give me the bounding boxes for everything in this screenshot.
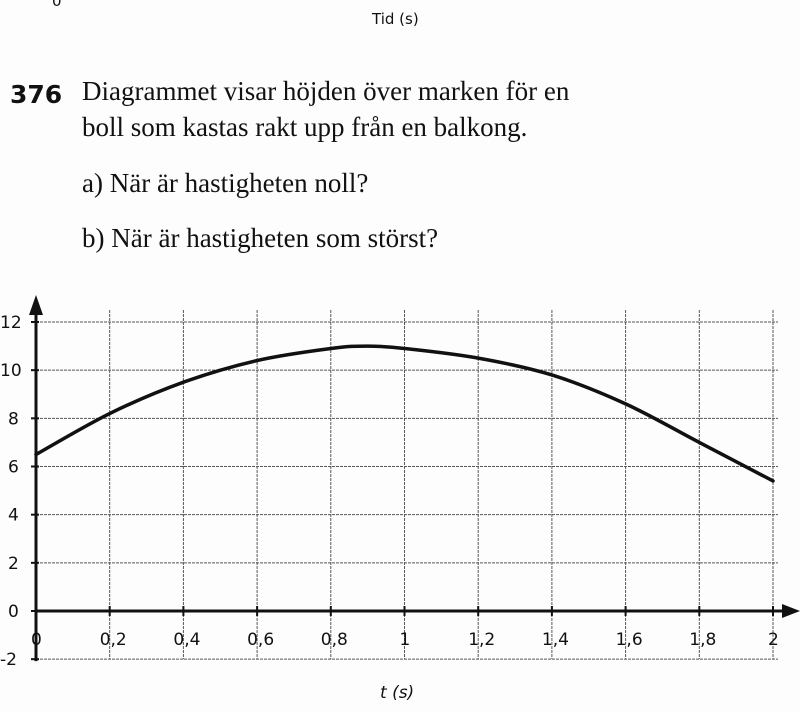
x-tick-label: 1,4 xyxy=(542,630,569,650)
problem-text-line-2: boll som kastas rakt upp från en balkong… xyxy=(82,112,528,142)
x-axis-arrow-icon xyxy=(782,604,800,618)
question-a: a) När är hastigheten noll? xyxy=(82,168,369,198)
x-tick-label: 0,8 xyxy=(321,630,348,650)
previous-chart-xlabel: Tid (s) xyxy=(372,10,419,28)
y-tick-label: 10 xyxy=(0,361,22,381)
y-tick-label: -2 xyxy=(0,650,17,670)
x-tick-label: 1,8 xyxy=(689,630,716,650)
x-tick-label: 1,2 xyxy=(468,630,495,650)
y-axis-arrow-icon xyxy=(29,295,43,315)
x-tick-label: 0,4 xyxy=(173,630,200,650)
y-tick-label: 2 xyxy=(8,554,19,574)
series-line xyxy=(34,344,775,483)
x-tick-label: 0,6 xyxy=(247,630,274,650)
x-tick-label: 2 xyxy=(768,630,779,650)
x-tick-label: 1,6 xyxy=(616,630,643,650)
problem-number: 376 xyxy=(10,80,63,109)
y-tick-label: 12 xyxy=(0,313,22,333)
x-tick-label: 1 xyxy=(400,630,411,650)
y-tick-label: 6 xyxy=(8,458,19,478)
grid xyxy=(36,309,778,660)
problem-text-line-1: Diagrammet visar höjden över marken för … xyxy=(82,76,570,106)
x-tick-label: 0,2 xyxy=(100,630,127,650)
y-tick-label: 4 xyxy=(8,506,19,526)
y-tick-label: 0 xyxy=(8,602,19,622)
x-axis-label: t (s) xyxy=(380,683,414,703)
y-tick-label: 8 xyxy=(8,409,19,429)
tick-labels: 0 0,2 0,4 0,6 0,8 1 1,2 1,4 1,6 1,8 2 -2 0 2 4 6 8 10 12 xyxy=(0,313,779,670)
previous-chart-tick: 0 xyxy=(52,0,62,10)
axes xyxy=(29,295,800,662)
question-b: b) När är hastigheten som störst? xyxy=(82,223,439,253)
x-tick-label: 0 xyxy=(31,630,42,650)
